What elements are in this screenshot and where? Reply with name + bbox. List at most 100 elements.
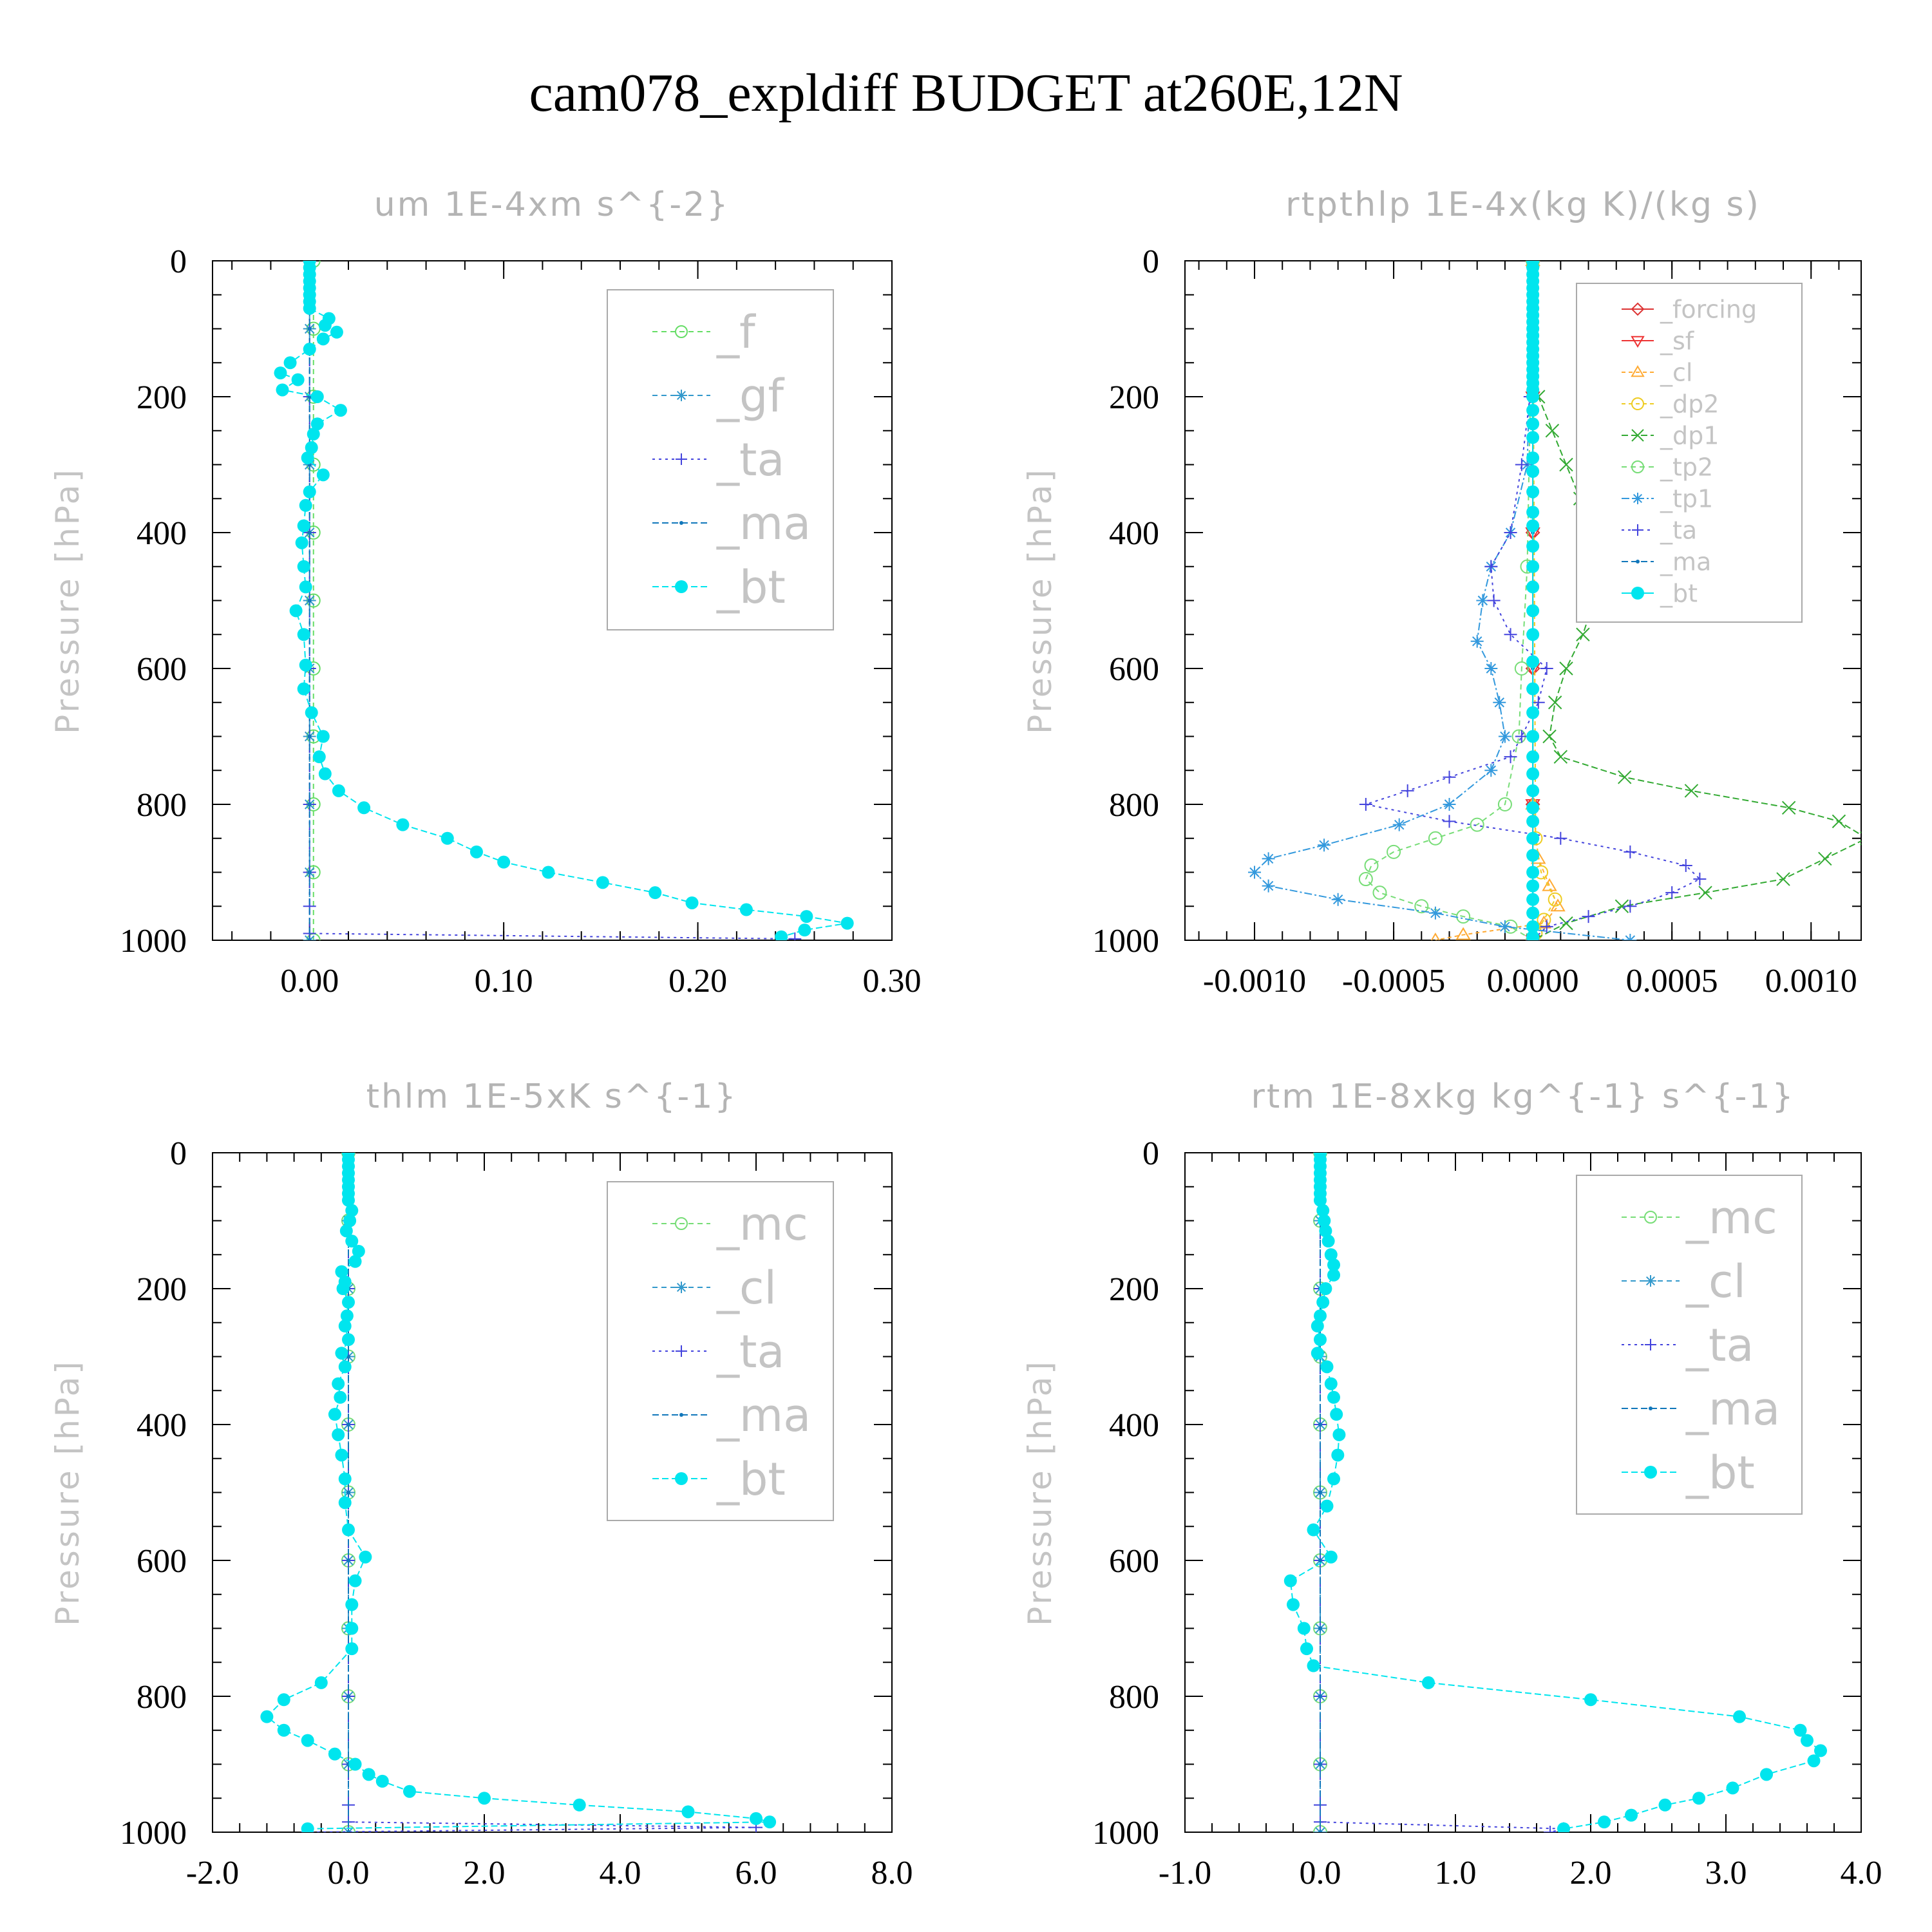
chart-panel-4: rtm 1E-8xkg kg^{-1} s^{-1} Pressure [hPa]… — [1021, 1077, 1882, 1891]
legend-entry: _tp1 — [1660, 485, 1713, 513]
data-point — [1504, 750, 1517, 764]
legend-entry: _cl — [716, 1262, 777, 1314]
data-point — [348, 1757, 362, 1771]
legend-box — [1576, 283, 1803, 623]
data-point — [1497, 797, 1512, 811]
data-point — [1484, 764, 1498, 777]
data-point — [303, 485, 316, 498]
y-tick-label: 800 — [137, 787, 187, 824]
data-point — [336, 1282, 350, 1295]
data-point — [303, 301, 316, 315]
data-point — [1859, 831, 1861, 846]
data-point — [1443, 770, 1456, 784]
data-point — [283, 356, 297, 370]
data-point — [1359, 798, 1372, 811]
y-tick-label: 400 — [1109, 515, 1159, 552]
series-ta — [1314, 1153, 1570, 1832]
data-point — [1331, 1448, 1345, 1462]
legend-marker — [1631, 587, 1644, 600]
x-tick-label: -0.0010 — [1203, 963, 1306, 999]
x-tick-label: 0.0005 — [1626, 963, 1718, 999]
data-point — [1526, 417, 1540, 431]
data-point — [346, 1490, 350, 1495]
data-point — [1330, 1408, 1343, 1421]
data-point — [1698, 886, 1712, 900]
data-point — [1625, 1808, 1638, 1822]
data-point — [1320, 1360, 1334, 1374]
data-point — [1311, 1347, 1324, 1360]
data-point — [1526, 784, 1540, 797]
data-point — [1498, 730, 1511, 743]
y-tick-label: 800 — [137, 1679, 187, 1716]
data-point — [1443, 815, 1456, 828]
data-point — [1542, 878, 1557, 891]
y-tick-label: 400 — [137, 1407, 187, 1444]
data-point — [1526, 519, 1540, 533]
data-point — [1548, 696, 1562, 710]
legend: _mc _cl _ta _ma _bt — [607, 1181, 834, 1521]
data-point — [1624, 900, 1637, 913]
data-point — [1684, 784, 1699, 798]
data-point — [1531, 696, 1545, 709]
x-tick-label: -1.0 — [1159, 1855, 1211, 1891]
data-point — [295, 536, 308, 549]
data-point — [312, 750, 326, 764]
data-point — [307, 327, 312, 331]
y-axis-label: Pressure [hPa] — [49, 467, 86, 734]
y-tick-label: 600 — [137, 651, 187, 688]
data-point — [1559, 457, 1573, 472]
data-point — [1428, 831, 1443, 846]
data-point — [1544, 1826, 1557, 1832]
legend-marker — [1645, 1339, 1656, 1350]
data-point — [1526, 906, 1540, 920]
data-point — [1401, 784, 1414, 797]
legend-marker — [676, 453, 687, 465]
data-point — [478, 1792, 491, 1805]
data-point — [334, 1390, 347, 1404]
y-tick-label: 0 — [170, 1135, 187, 1172]
data-point — [299, 498, 312, 512]
panel-title: thlm 1E-5xK s^{-1} — [366, 1077, 738, 1116]
y-tick-label: 600 — [1109, 651, 1159, 688]
data-point — [1504, 628, 1517, 641]
legend-marker — [679, 521, 683, 525]
data-point — [1318, 1423, 1322, 1426]
plot-area — [1283, 1153, 1827, 1832]
legend-marker — [1631, 429, 1644, 442]
chart-panel-3: thlm 1E-5xK s^{-1} Pressure [hPa] 0 200 400 6… — [49, 1077, 913, 1891]
legend-entry: _mc — [1685, 1191, 1777, 1244]
data-point — [1540, 920, 1553, 933]
data-point — [332, 1377, 345, 1390]
data-point — [303, 343, 316, 356]
data-point — [1618, 770, 1632, 784]
data-point — [542, 866, 555, 879]
data-point — [345, 1598, 359, 1611]
legend-marker — [1631, 365, 1645, 377]
legend-marker — [675, 1472, 688, 1485]
data-point — [310, 417, 324, 431]
data-point — [1319, 1224, 1332, 1238]
data-point — [1814, 1744, 1827, 1757]
data-point — [328, 1747, 341, 1761]
data-point — [1327, 1258, 1340, 1272]
data-point — [1526, 849, 1540, 862]
data-point — [289, 604, 303, 618]
data-point — [332, 784, 345, 797]
y-axis-label: Pressure [hPa] — [1021, 467, 1059, 734]
data-point — [1307, 1523, 1320, 1537]
data-point — [1526, 451, 1540, 464]
data-point — [1455, 927, 1471, 940]
data-point — [1493, 696, 1506, 709]
data-point — [1542, 729, 1557, 744]
data-point — [1443, 798, 1456, 811]
data-point — [1262, 879, 1275, 893]
legend: _forcing _sf _cl _dp2 _dp1 _tp2 _tp1 _ta _ma _bt — [1576, 283, 1803, 623]
data-point — [335, 1448, 348, 1462]
data-point — [1582, 910, 1595, 923]
data-point — [573, 1798, 586, 1812]
x-tick-label: 3.0 — [1705, 1855, 1747, 1891]
data-point — [1324, 1248, 1338, 1262]
legend-box — [1576, 1175, 1803, 1515]
data-point — [348, 1255, 362, 1268]
data-point — [469, 845, 483, 858]
